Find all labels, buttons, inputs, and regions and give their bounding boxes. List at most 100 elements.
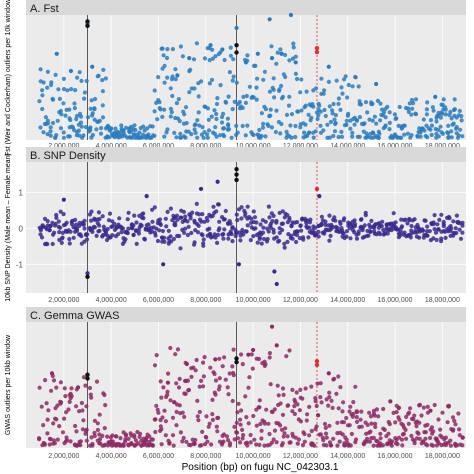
- data-point: [425, 422, 430, 427]
- data-point: [181, 209, 186, 214]
- data-point: [81, 133, 86, 138]
- data-point: [228, 221, 233, 226]
- data-point: [192, 86, 197, 91]
- data-point: [260, 230, 266, 235]
- x-tick-label: 18,000,000: [425, 453, 460, 460]
- data-point: [281, 434, 286, 439]
- data-point: [401, 431, 406, 436]
- data-point: [184, 121, 189, 126]
- data-point: [244, 415, 249, 420]
- x-tick-label: 18,000,000: [425, 297, 460, 304]
- data-point: [188, 216, 193, 221]
- data-point: [222, 134, 227, 139]
- data-point: [56, 219, 61, 224]
- data-point: [134, 220, 139, 225]
- data-point: [280, 209, 285, 214]
- data-point: [201, 237, 206, 242]
- data-point: [377, 131, 382, 136]
- data-point: [348, 404, 353, 409]
- data-point: [89, 98, 94, 103]
- data-point: [165, 389, 170, 394]
- data-point: [170, 47, 175, 52]
- data-point: [247, 375, 252, 380]
- data-point: [425, 233, 430, 238]
- data-point: [436, 227, 441, 232]
- data-point: [307, 404, 312, 409]
- data-point: [440, 111, 445, 116]
- data-point: [344, 415, 349, 421]
- data-point: [310, 102, 315, 107]
- data-point: [90, 443, 95, 448]
- x-tick-label: 4,000,000: [96, 297, 127, 304]
- data-point: [97, 441, 102, 446]
- data-point: [446, 404, 451, 409]
- data-point: [201, 241, 206, 246]
- data-point: [168, 206, 173, 211]
- data-point: [425, 404, 430, 409]
- data-point: [38, 228, 43, 233]
- data-point: [277, 238, 282, 243]
- data-point: [245, 53, 250, 58]
- data-point: [213, 392, 218, 397]
- data-point: [453, 443, 458, 448]
- data-point: [271, 437, 276, 442]
- highlight-point: [85, 23, 90, 28]
- data-point: [228, 53, 233, 58]
- data-point: [322, 88, 327, 93]
- data-point: [449, 116, 454, 121]
- data-point: [183, 226, 188, 231]
- data-point: [453, 226, 458, 231]
- data-point: [123, 437, 128, 442]
- data-point: [378, 436, 383, 441]
- data-point: [84, 237, 90, 242]
- data-point: [220, 364, 225, 369]
- data-point: [164, 224, 169, 229]
- data-point: [231, 347, 236, 352]
- data-point: [165, 209, 170, 214]
- data-point: [225, 116, 230, 121]
- data-point: [182, 414, 187, 419]
- data-point: [227, 70, 232, 75]
- data-point: [61, 87, 67, 92]
- data-point: [168, 114, 173, 119]
- data-point: [359, 409, 364, 414]
- highlight-point: [314, 362, 320, 368]
- data-point: [141, 211, 146, 216]
- data-point: [290, 431, 295, 436]
- data-point: [319, 400, 324, 405]
- data-point: [251, 95, 256, 100]
- data-point: [354, 118, 359, 123]
- data-point: [350, 130, 355, 135]
- data-point: [143, 227, 148, 232]
- data-point: [245, 123, 250, 128]
- data-point: [145, 126, 150, 131]
- data-point: [259, 428, 264, 433]
- data-point: [453, 126, 459, 131]
- data-point: [221, 126, 227, 131]
- data-point: [332, 117, 337, 122]
- data-point: [279, 121, 284, 127]
- data-point: [174, 213, 180, 218]
- data-point: [72, 101, 77, 106]
- data-point: [51, 232, 56, 237]
- data-point: [45, 85, 50, 90]
- highlight-point: [85, 376, 90, 381]
- data-point: [324, 443, 329, 448]
- data-point: [164, 55, 170, 61]
- data-point: [294, 232, 299, 238]
- data-point: [261, 225, 266, 230]
- data-point: [61, 76, 66, 81]
- data-point: [363, 213, 368, 218]
- data-point: [103, 230, 109, 235]
- panel-title: C. Gemma GWAS: [30, 310, 119, 322]
- data-point: [283, 426, 288, 431]
- data-point: [132, 213, 137, 218]
- data-point: [404, 436, 409, 441]
- data-point: [58, 401, 63, 406]
- data-point: [375, 98, 380, 103]
- data-point: [269, 409, 274, 414]
- data-point: [173, 220, 178, 225]
- data-point: [177, 119, 182, 124]
- data-point: [45, 132, 50, 137]
- data-point: [61, 135, 66, 140]
